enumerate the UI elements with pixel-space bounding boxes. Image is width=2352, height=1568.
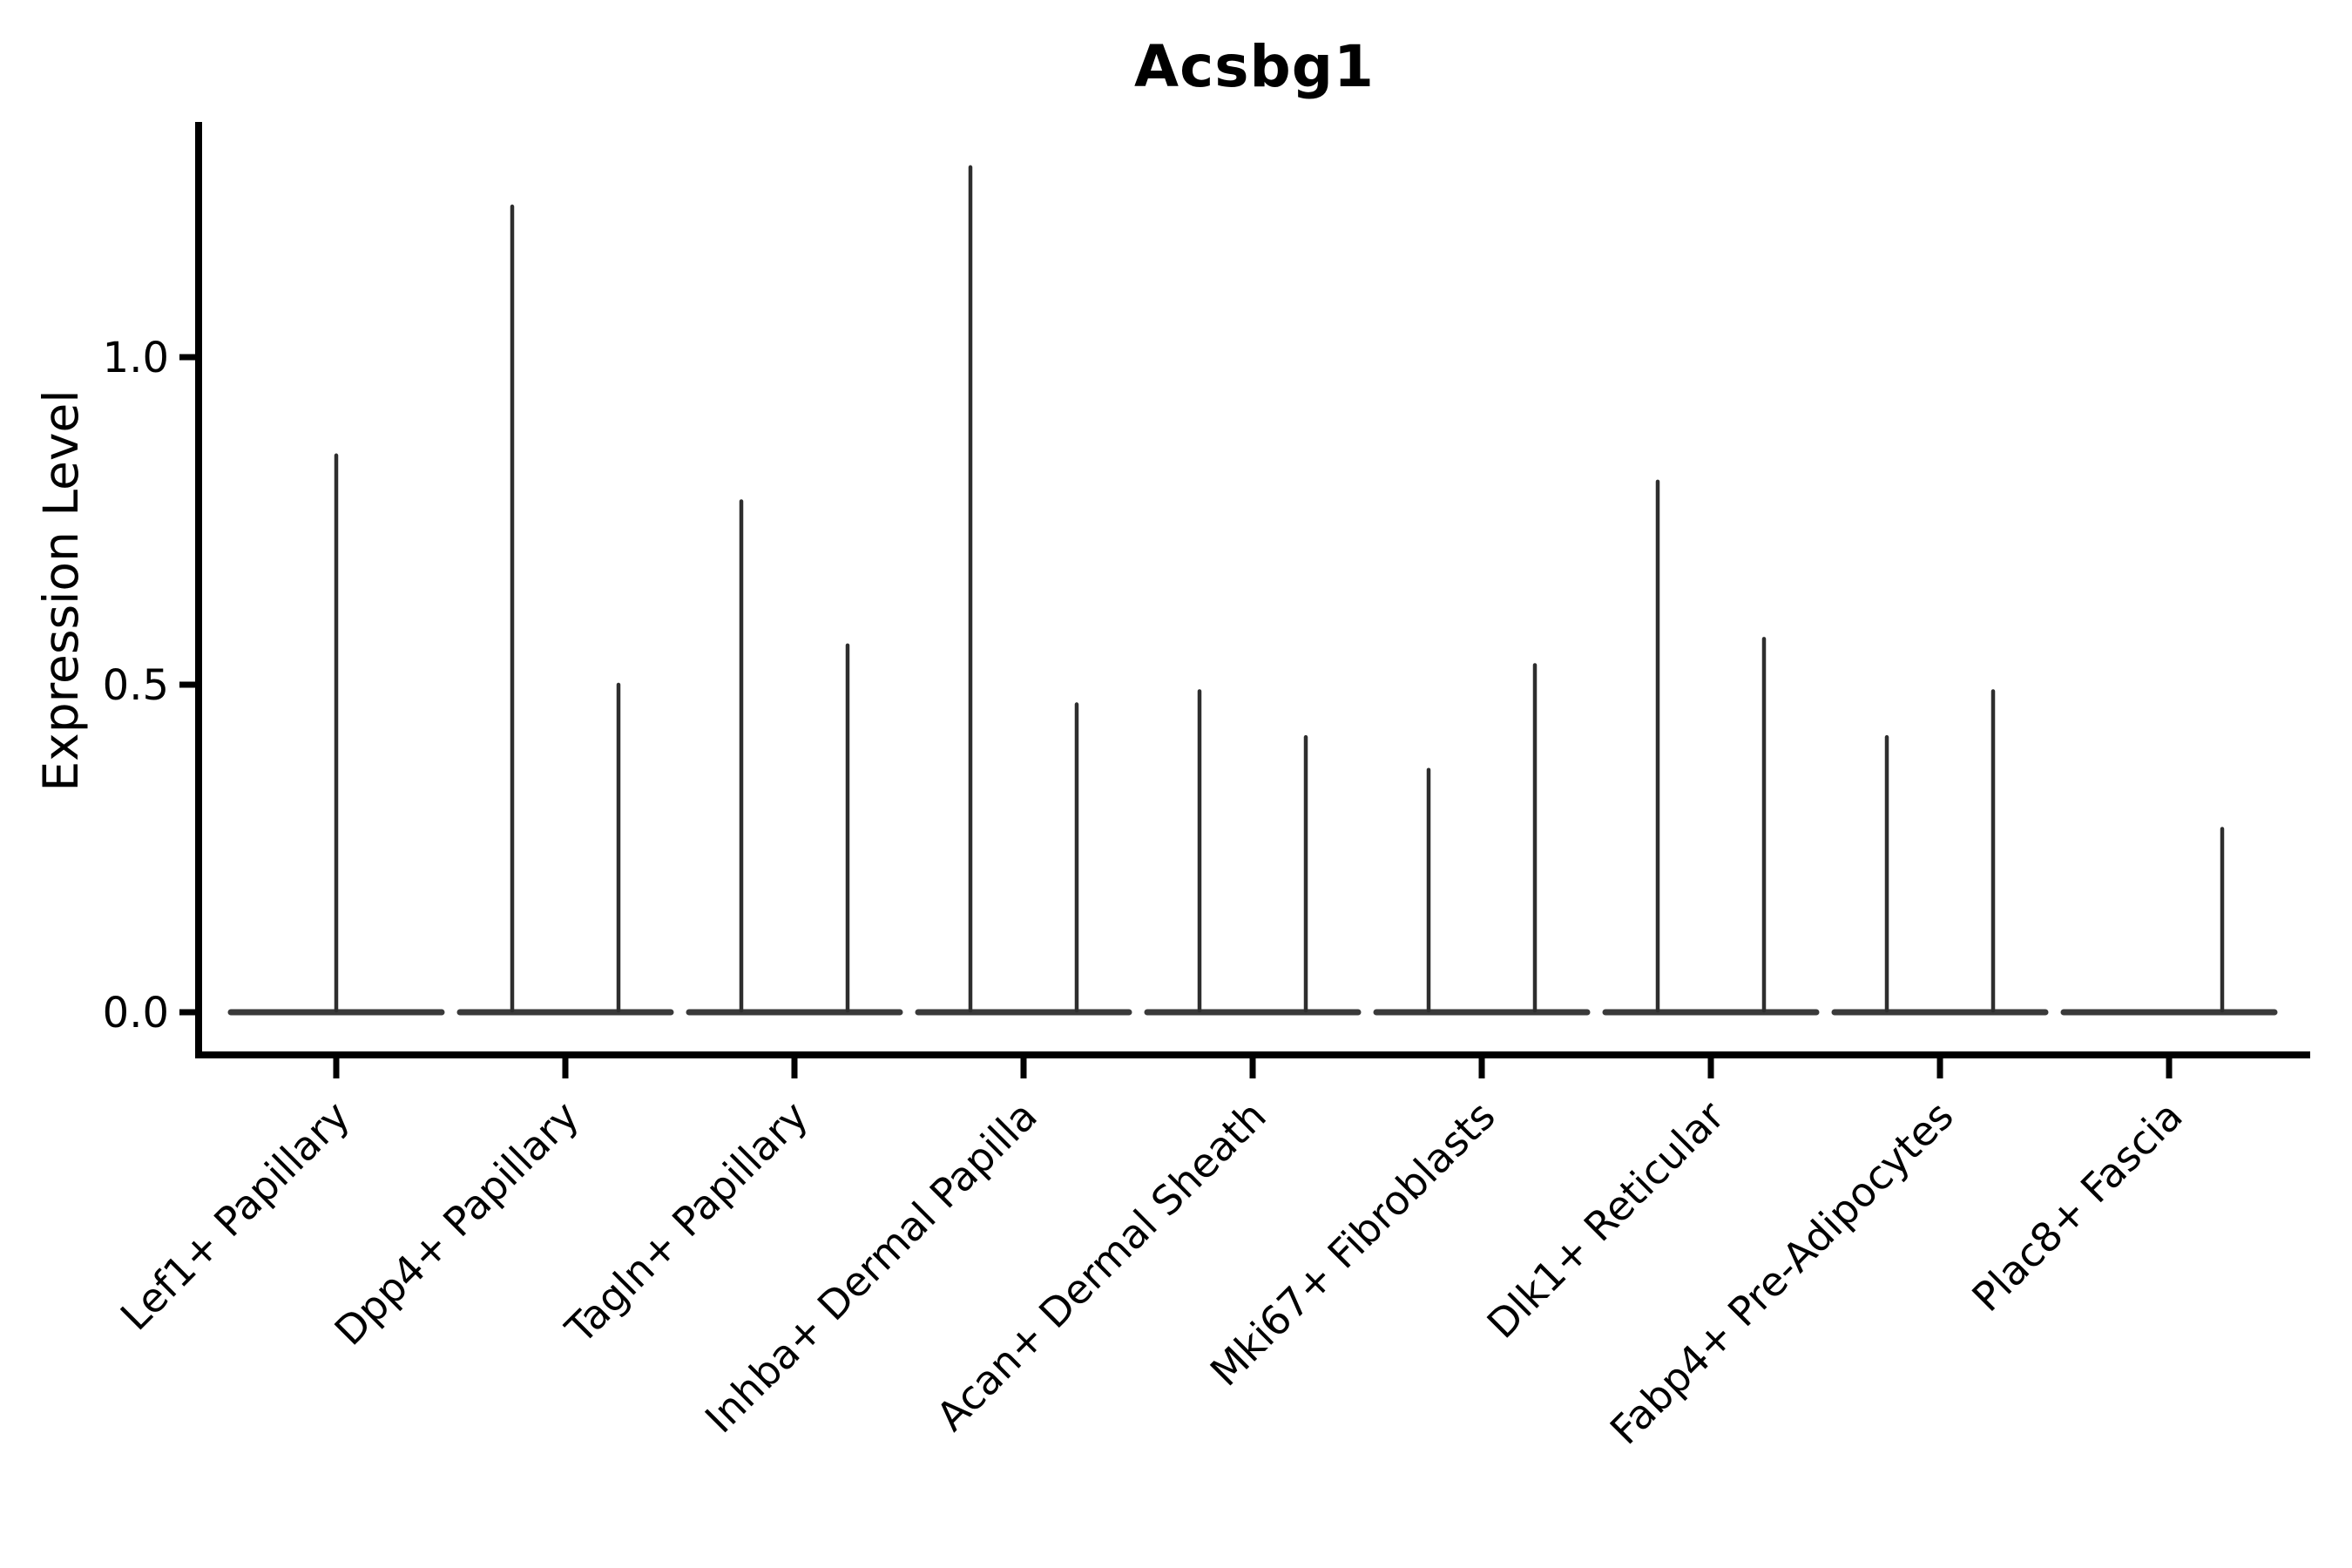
y-ticks-layer: 0.0 0.5 1.0	[103, 334, 199, 1037]
plot-title: Acsbg1	[1134, 33, 1375, 100]
y-tick-label: 0.5	[103, 661, 169, 710]
x-tick-label: Tagln+ Papillary	[556, 1092, 817, 1354]
y-tick-label: 0.0	[103, 989, 169, 1037]
y-tick-label: 1.0	[103, 334, 169, 382]
x-ticks-layer	[333, 1058, 2173, 1078]
x-tick-label: Dlk1+ Reticular	[1478, 1092, 1734, 1348]
x-tick-label: Lef1+ Papillary	[112, 1092, 359, 1340]
x-tick-label: Dpp4+ Papillary	[326, 1092, 588, 1355]
violins-layer	[227, 165, 2278, 1016]
y-axis-label: Expression Level	[33, 389, 89, 792]
axes-layer	[195, 122, 2310, 1058]
x-tick-label: Plac8+ Fascia	[1963, 1092, 2191, 1321]
